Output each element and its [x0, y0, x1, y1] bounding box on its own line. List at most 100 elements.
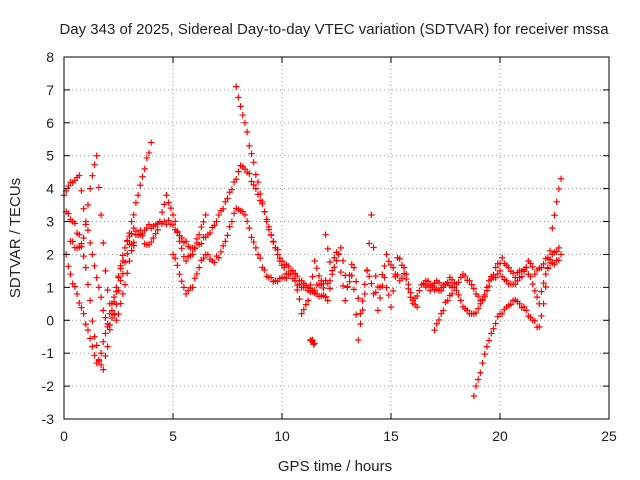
- data-point: [304, 297, 312, 304]
- data-point: [128, 230, 135, 238]
- data-point: [544, 264, 552, 271]
- data-point: [522, 307, 530, 314]
- data-point: [331, 264, 338, 271]
- data-point: [348, 261, 355, 268]
- data-point: [119, 252, 127, 259]
- data-point: [169, 221, 177, 229]
- data-point: [132, 227, 140, 235]
- data-point: [84, 227, 92, 234]
- data-point: [89, 343, 96, 350]
- data-point: [294, 286, 301, 294]
- data-point: [195, 231, 203, 238]
- series-trace-d: [62, 251, 127, 367]
- data-point: [490, 325, 497, 332]
- data-point: [310, 341, 317, 348]
- data-point: [178, 245, 185, 252]
- data-point: [267, 274, 275, 281]
- data-point: [529, 263, 536, 271]
- data-point: [322, 231, 329, 238]
- data-point: [80, 205, 87, 212]
- data-point: [161, 201, 168, 208]
- data-point: [274, 251, 281, 258]
- data-point: [248, 150, 255, 157]
- data-point: [84, 281, 92, 288]
- data-point: [357, 310, 364, 317]
- data-point: [339, 282, 347, 290]
- data-point: [152, 230, 159, 237]
- data-point: [200, 218, 207, 225]
- data-point: [520, 303, 528, 311]
- data-point: [485, 337, 493, 344]
- data-point: [509, 269, 517, 277]
- data-point: [540, 260, 547, 268]
- data-point: [440, 307, 447, 314]
- data-point: [551, 212, 558, 219]
- y-tick-labels: -3 -2 -1 0 1 2 3 4 5 6 7 8: [42, 49, 55, 427]
- x-tick-label: 20: [492, 428, 508, 444]
- data-point: [100, 338, 107, 345]
- data-point: [113, 317, 120, 324]
- data-point: [252, 185, 260, 192]
- data-point: [483, 343, 491, 350]
- data-point: [344, 283, 351, 290]
- data-point: [95, 357, 103, 365]
- data-point: [403, 275, 410, 283]
- data-point: [352, 278, 360, 285]
- data-point: [230, 210, 238, 217]
- data-point: [392, 273, 399, 280]
- data-point: [93, 152, 100, 159]
- data-point: [97, 294, 105, 301]
- data-point: [387, 303, 395, 311]
- data-point: [536, 323, 543, 331]
- series-trace-m: [307, 336, 318, 348]
- data-point: [427, 287, 434, 294]
- data-point: [115, 310, 122, 318]
- data-point: [104, 320, 111, 328]
- data-point: [126, 257, 133, 265]
- data-point: [555, 244, 563, 252]
- data-point: [470, 392, 478, 400]
- data-point: [527, 273, 534, 280]
- data-point: [228, 186, 236, 193]
- data-point: [100, 366, 107, 373]
- series-trace-e: [124, 192, 209, 265]
- data-point: [309, 273, 316, 280]
- data-point: [368, 280, 375, 287]
- data-point: [527, 260, 534, 267]
- data-point: [342, 297, 349, 304]
- data-point: [100, 239, 107, 247]
- data-point: [134, 192, 142, 199]
- data-point: [455, 291, 462, 299]
- data-point: [518, 273, 525, 280]
- data-point: [311, 286, 318, 294]
- data-point: [413, 292, 421, 300]
- data-point: [102, 330, 109, 337]
- data-point: [259, 198, 266, 205]
- data-point: [470, 285, 478, 292]
- data-point: [250, 238, 257, 246]
- data-point: [457, 297, 464, 304]
- data-point: [93, 342, 100, 349]
- data-point: [178, 234, 185, 242]
- data-point: [315, 272, 323, 280]
- data-point: [507, 301, 515, 308]
- data-point: [355, 295, 362, 302]
- data-point: [531, 287, 539, 295]
- data-point: [254, 251, 262, 258]
- data-point: [477, 300, 484, 308]
- data-point: [104, 343, 111, 350]
- data-point: [73, 290, 81, 298]
- data-point: [492, 264, 499, 271]
- data-point: [468, 281, 475, 288]
- y-tick-label: -2: [42, 378, 55, 394]
- data-point: [311, 340, 318, 347]
- data-point: [106, 310, 113, 317]
- data-point: [300, 306, 307, 313]
- data-point: [267, 231, 275, 238]
- data-point: [453, 287, 460, 294]
- data-point: [557, 251, 565, 258]
- data-point: [313, 264, 321, 272]
- data-point: [483, 287, 491, 294]
